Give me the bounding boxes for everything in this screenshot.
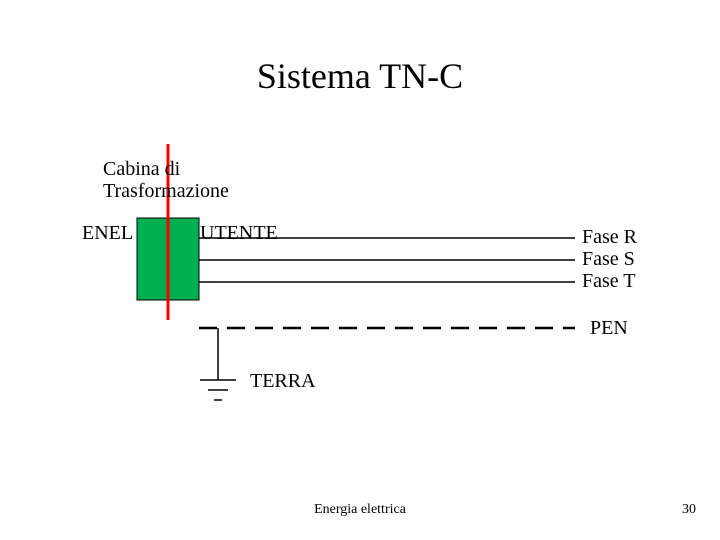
cabina-label: Cabina di Trasformazione (103, 158, 229, 202)
pen-label: PEN (590, 317, 628, 339)
fase-t-label: Fase T (582, 270, 636, 292)
fase-s-label: Fase S (582, 248, 635, 270)
fase-r-label: Fase R (582, 226, 637, 248)
page-number: 30 (682, 502, 696, 518)
utente-label: UTENTE (200, 222, 278, 244)
enel-label: ENEL (82, 222, 133, 244)
terra-label: TERRA (250, 370, 316, 392)
footer-text: Energia elettrica (0, 502, 720, 518)
